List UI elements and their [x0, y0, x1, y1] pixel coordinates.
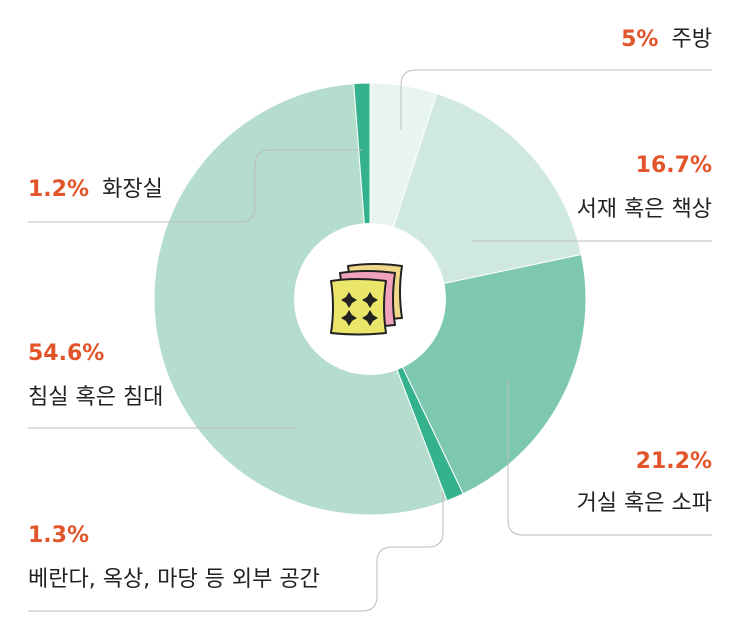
- leader-line-bathroom: [28, 149, 362, 223]
- study-percent: 16.7%: [636, 153, 712, 178]
- cushion-icon: [330, 263, 403, 336]
- callout-bathroom: 1.2% 화장실: [28, 177, 163, 202]
- bathroom-percent: 1.2%: [28, 177, 89, 202]
- outdoor-percent: 1.3%: [28, 523, 89, 548]
- bedroom-label: 침실 혹은 침대: [28, 385, 163, 410]
- living-percent: 21.2%: [636, 449, 712, 474]
- outdoor-label: 베란다, 옥상, 마당 등 외부 공간: [28, 567, 320, 592]
- bathroom-label: 화장실: [102, 177, 163, 202]
- study-label: 서재 혹은 책상: [577, 197, 712, 222]
- leader-lines: [28, 69, 712, 612]
- callout-kitchen: 5% 주방: [621, 27, 712, 52]
- kitchen-percent: 5%: [621, 27, 658, 52]
- living-label: 거실 혹은 소파: [577, 491, 712, 516]
- leader-line-living: [507, 380, 712, 536]
- bedroom-percent: 54.6%: [28, 341, 104, 366]
- leader-line-kitchen: [400, 69, 712, 130]
- kitchen-label: 주방: [672, 27, 712, 52]
- leader-line-outdoor: [28, 492, 444, 612]
